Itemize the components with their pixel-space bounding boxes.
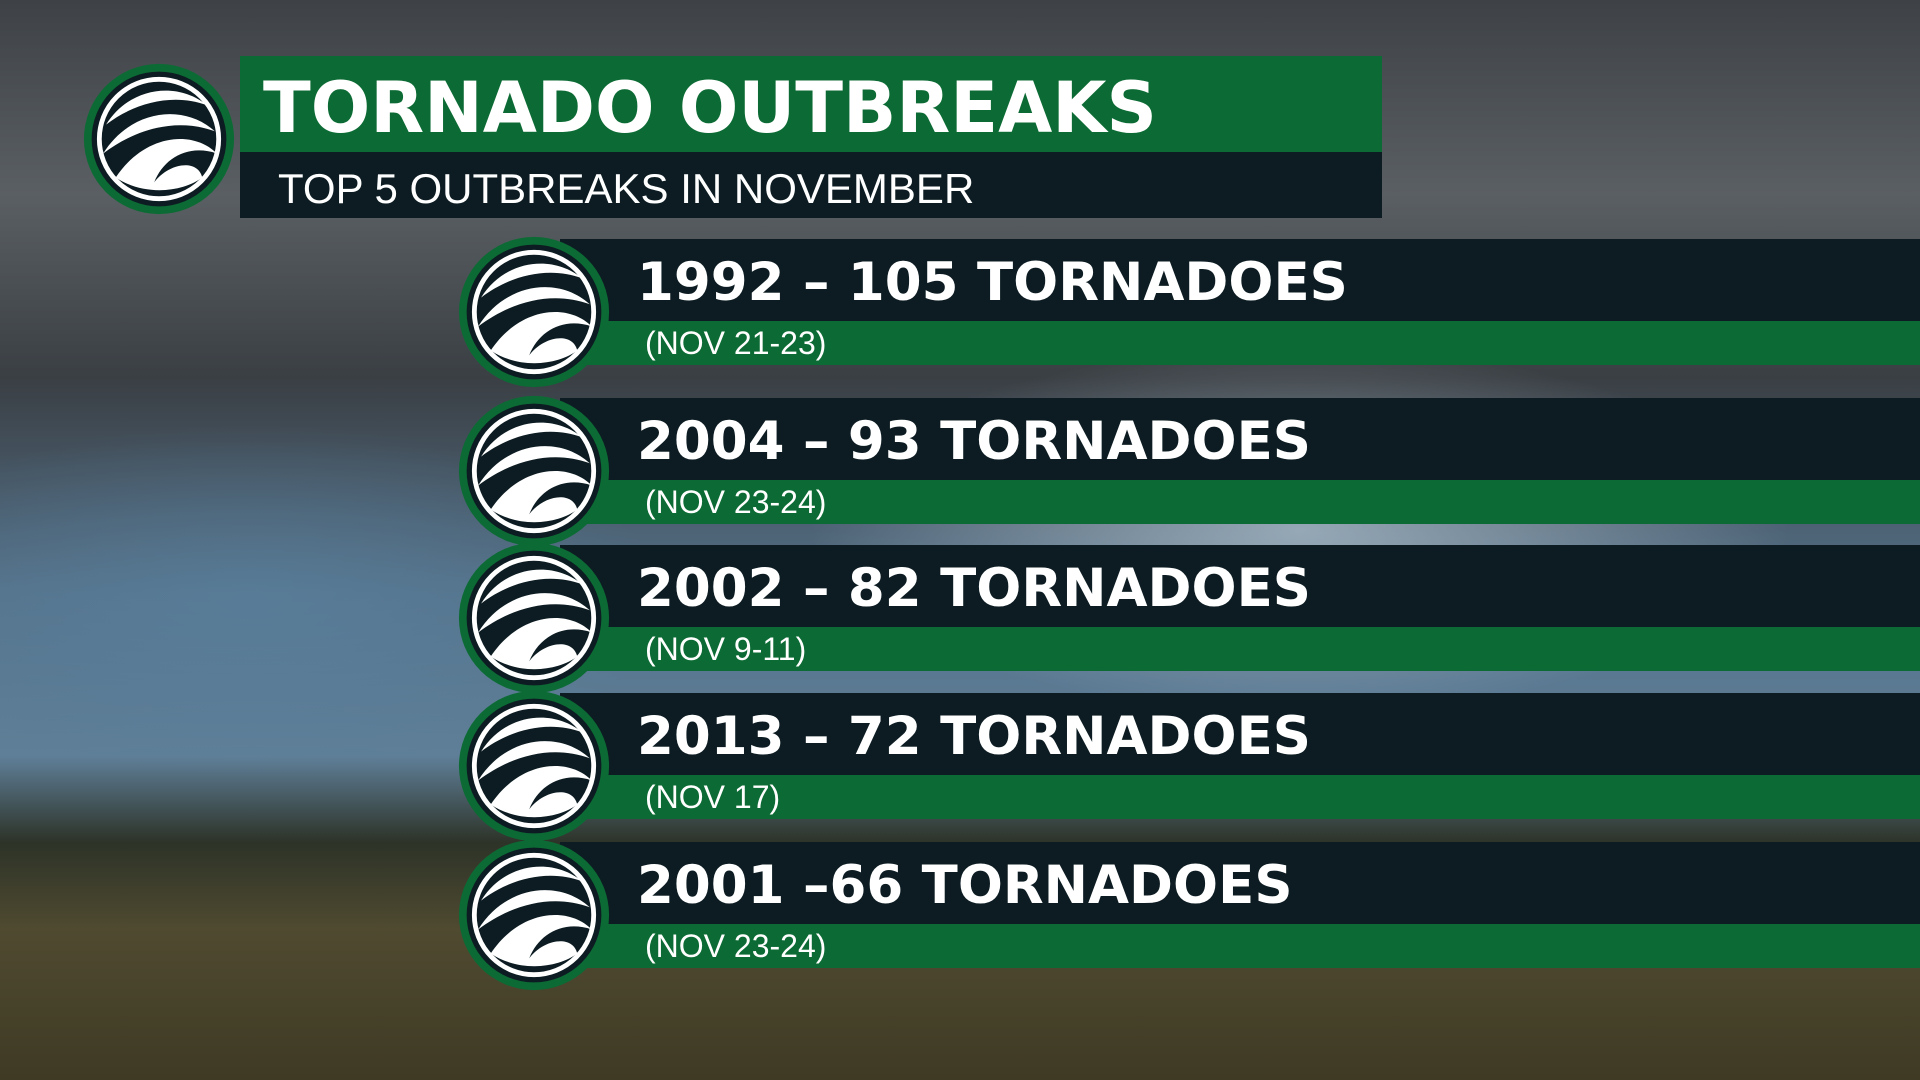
row-headline: 2013 – 72 TORNADOES <box>637 706 1311 767</box>
logo <box>84 64 234 214</box>
subtitle: TOP 5 OUTBREAKS IN NOVEMBER <box>278 165 974 212</box>
header: TORNADO OUTBREAKS TOP 5 OUTBREAKS IN NOV… <box>84 56 1382 218</box>
row-logo <box>459 691 609 841</box>
row-dates: (NOV 23-24) <box>645 484 826 520</box>
row-dates: (NOV 23-24) <box>645 928 826 964</box>
row-dates: (NOV 17) <box>645 779 780 815</box>
row-logo <box>459 840 609 990</box>
row-top-bar <box>560 398 1920 480</box>
row-bottom-bar <box>560 924 1920 968</box>
row-top-bar <box>560 693 1920 775</box>
row-headline: 2001 –66 TORNADOES <box>637 855 1293 916</box>
row-headline: 2004 – 93 TORNADOES <box>637 411 1311 472</box>
row-logo <box>459 237 609 387</box>
row-top-bar <box>560 842 1920 924</box>
row-bottom-bar <box>560 480 1920 524</box>
row-dates: (NOV 21-23) <box>645 325 826 361</box>
row: 2002 – 82 TORNADOES (NOV 9-11) <box>459 543 1920 693</box>
row-dates: (NOV 9-11) <box>645 631 806 667</box>
row-logo <box>459 396 609 546</box>
row: 2001 –66 TORNADOES (NOV 23-24) <box>459 840 1920 990</box>
row-top-bar <box>560 545 1920 627</box>
row-logo <box>459 543 609 693</box>
row-headline: 1992 – 105 TORNADOES <box>637 252 1348 313</box>
title-bar <box>240 56 1382 152</box>
row: 2004 – 93 TORNADOES (NOV 23-24) <box>459 396 1920 546</box>
row-top-bar <box>560 239 1920 321</box>
row-bottom-bar <box>560 627 1920 671</box>
subtitle-bar <box>240 152 1382 218</box>
rows: 1992 – 105 TORNADOES (NOV 21-23) 2004 – 93… <box>459 237 1920 990</box>
row: 1992 – 105 TORNADOES (NOV 21-23) <box>459 237 1920 387</box>
row-bottom-bar <box>560 321 1920 365</box>
row-bottom-bar <box>560 775 1920 819</box>
title: TORNADO OUTBREAKS <box>263 67 1157 149</box>
row-headline: 2002 – 82 TORNADOES <box>637 558 1311 619</box>
row: 2013 – 72 TORNADOES (NOV 17) <box>459 691 1920 841</box>
